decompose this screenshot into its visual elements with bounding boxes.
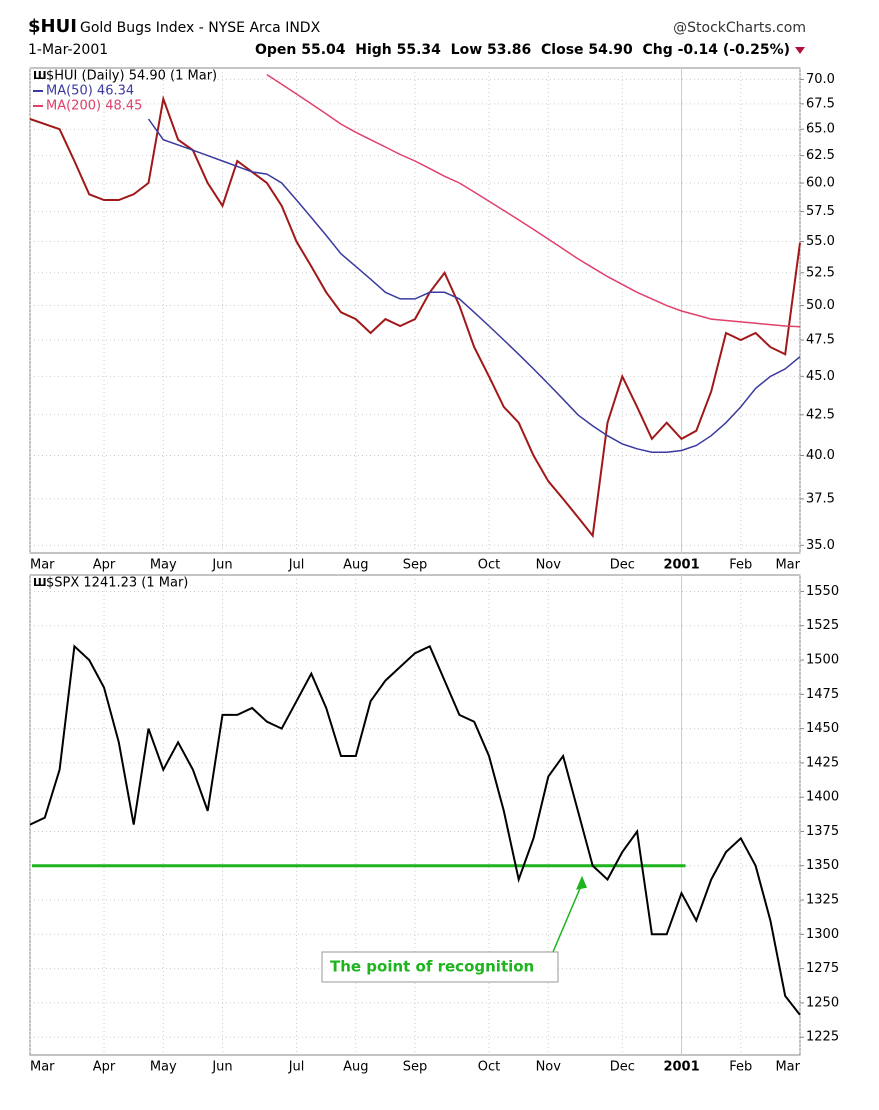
y-tick-label: 1300 — [806, 927, 839, 942]
x-tick-label: May — [150, 558, 177, 573]
y-tick-label: 1325 — [806, 893, 839, 908]
x-tick-label: Jun — [211, 558, 232, 573]
annotation-box — [321, 951, 559, 983]
y-tick-label: 1550 — [806, 584, 839, 599]
y-tick-label: 60.0 — [806, 176, 835, 191]
y-tick-label: 1450 — [806, 721, 839, 736]
y-tick-label: 1400 — [806, 790, 839, 805]
x-tick-label: Oct — [478, 1060, 500, 1075]
y-tick-label: 35.0 — [806, 538, 835, 553]
annotation-arrow — [552, 883, 583, 953]
x-tick-label: Aug — [343, 558, 368, 573]
index-name: Gold Bugs Index - NYSE Arca INDX — [80, 20, 321, 36]
x-tick-label: 2001 — [663, 1060, 699, 1075]
arrow-head — [576, 875, 587, 890]
x-tick-label: 2001 — [663, 558, 699, 573]
price-line — [29, 644, 801, 1016]
quote: Open 55.04 High 55.34 Low 53.86 Close 54… — [255, 42, 790, 58]
legend-icon: Ш — [33, 69, 47, 82]
x-tick-label: Mar — [775, 558, 800, 573]
x-tick-label: Sep — [403, 1060, 428, 1075]
y-tick-label: 47.5 — [806, 333, 835, 348]
y-tick-label: 1500 — [806, 653, 839, 668]
y-tick-label: 57.5 — [806, 204, 835, 219]
x-tick-label: Mar — [30, 558, 55, 573]
x-tick-label: Dec — [610, 558, 635, 573]
x-tick-label: Oct — [478, 558, 500, 573]
y-tick-label: 65.0 — [806, 122, 835, 137]
x-tick-label: Nov — [536, 1060, 562, 1075]
x-tick-label: Jul — [288, 1060, 305, 1075]
y-tick-label: 40.0 — [806, 448, 835, 463]
x-tick-label: Mar — [775, 1060, 800, 1075]
x-tick-label: May — [150, 1060, 177, 1075]
y-tick-label: 1425 — [806, 755, 839, 770]
y-tick-label: 1250 — [806, 995, 839, 1010]
y-tick-label: 50.0 — [806, 298, 835, 313]
legend-entry: $SPX 1241.23 (1 Mar) — [46, 576, 188, 591]
price-line — [266, 73, 801, 328]
x-tick-label: Apr — [93, 558, 116, 573]
x-tick-label: Jul — [288, 558, 305, 573]
x-tick-label: Feb — [729, 1060, 752, 1075]
y-tick-label: 37.5 — [806, 491, 835, 506]
annotation: The point of recognition — [330, 958, 534, 976]
y-tick-label: 45.0 — [806, 369, 835, 384]
legend-icon: Ш — [33, 576, 47, 589]
date: 1-Mar-2001 — [28, 42, 108, 58]
x-tick-label: Apr — [93, 1060, 116, 1075]
y-tick-label: 55.0 — [806, 234, 835, 249]
x-tick-label: Jun — [211, 1060, 232, 1075]
y-tick-label: 1375 — [806, 824, 839, 839]
y-tick-label: 1475 — [806, 687, 839, 702]
x-tick-label: Nov — [536, 558, 562, 573]
y-tick-label: 52.5 — [806, 265, 835, 280]
x-tick-label: Dec — [610, 1060, 635, 1075]
x-tick-label: Sep — [403, 558, 428, 573]
x-tick-label: Feb — [729, 558, 752, 573]
y-tick-label: 67.5 — [806, 96, 835, 111]
source: @StockCharts.com — [673, 20, 806, 36]
legend-entry: $HUI (Daily) 54.90 (1 Mar) — [46, 69, 217, 84]
y-tick-label: 1350 — [806, 858, 839, 873]
legend-entry: MA(50) 46.34 — [46, 84, 134, 99]
down-arrow — [795, 47, 805, 54]
y-tick-label: 62.5 — [806, 148, 835, 163]
price-line — [29, 95, 801, 539]
y-tick-label: 1525 — [806, 618, 839, 633]
y-tick-label: 1225 — [806, 1030, 839, 1045]
symbol: $HUI — [28, 16, 77, 37]
y-tick-label: 42.5 — [806, 407, 835, 422]
x-tick-label: Mar — [30, 1060, 55, 1075]
y-tick-label: 70.0 — [806, 72, 835, 87]
x-tick-label: Aug — [343, 1060, 368, 1075]
price-line — [147, 118, 801, 453]
legend-entry: MA(200) 48.45 — [46, 99, 142, 114]
y-tick-label: 1275 — [806, 961, 839, 976]
